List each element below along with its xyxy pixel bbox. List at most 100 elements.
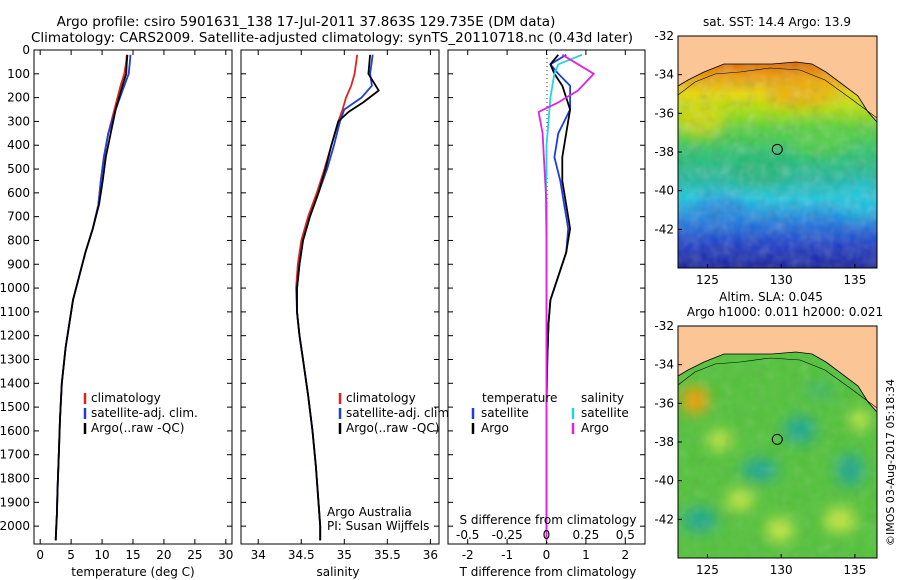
- map-y-tick-label: -32: [654, 29, 674, 43]
- argo-australia-label: Argo Australia: [327, 505, 412, 519]
- y-tick-label: 100: [7, 67, 30, 81]
- series-line-argo-raw-qc-: [54, 54, 129, 541]
- difference-legend: temperature salinity satelliteArgosatell…: [471, 391, 629, 435]
- y-tick-label: 400: [7, 138, 30, 152]
- map-y-tick-label: -34: [654, 68, 674, 82]
- y-tick-label: 1200: [0, 329, 30, 343]
- salinity-panel: 34 34.5 35 35.5 36 climatologysatellite-adj.…: [240, 49, 453, 579]
- y-tick-label: 1700: [0, 448, 30, 462]
- legend-label: climatology: [346, 391, 416, 405]
- x-tick-label: 0: [36, 548, 44, 562]
- x-tick-label: 35.5: [374, 548, 401, 562]
- x-tick-label: -1: [501, 548, 513, 562]
- y-tick-label: 1500: [0, 400, 30, 414]
- y-tick-label: 500: [7, 162, 30, 176]
- x-tick-label: -2: [462, 548, 474, 562]
- figure-title-line2: Climatology: CARS2009. Satellite-adjuste…: [31, 30, 633, 46]
- x-tick-label: 34: [251, 548, 266, 562]
- legend-label: satellite: [481, 406, 529, 420]
- map-y-tick-label: -36: [654, 396, 674, 410]
- map-y-tick-label: -40: [654, 474, 674, 488]
- x-tick-label: 34.5: [288, 548, 315, 562]
- top-tick-label: -0.25: [492, 528, 523, 542]
- legend-label: satellite: [581, 406, 629, 420]
- sla-map-axes: 125 130 135 -32 -34 -36 -38 -40 -42: [654, 319, 866, 577]
- sst-contour: [678, 67, 877, 119]
- x-tick-label: 2: [621, 548, 629, 562]
- x-tick-label: 20: [156, 548, 171, 562]
- sla-map-title-line1: Altim. SLA: 0.045: [719, 290, 823, 304]
- map-x-tick-label: 125: [696, 273, 719, 287]
- legend-label: Argo: [481, 421, 509, 435]
- map-y-tick-label: -40: [654, 184, 674, 198]
- salinity-series: [295, 54, 380, 541]
- y-tick-label: 600: [7, 186, 30, 200]
- salinity-xlabel: salinity: [316, 565, 359, 579]
- map-x-tick-label: 130: [770, 563, 793, 577]
- top-tick-label: 0.25: [573, 528, 600, 542]
- legend-label: climatology: [91, 391, 161, 405]
- x-tick-label: 10: [94, 548, 109, 562]
- map-x-tick-label: 125: [696, 563, 719, 577]
- sla-contour: [678, 357, 877, 409]
- pi-label: PI: Susan Wijffels: [327, 519, 429, 533]
- difference-panel: -2 -1 0 1 2 temperature salinity satelliteAr…: [447, 49, 646, 579]
- map-x-tick-label: 135: [843, 273, 866, 287]
- depth-axis: 0 100 200 300 400 500 600 700 800 900 1000 1100 1200…: [0, 43, 232, 533]
- y-tick-label: 1600: [0, 424, 30, 438]
- map-y-tick-label: -38: [654, 435, 674, 449]
- map-y-tick-label: -32: [654, 319, 674, 333]
- legend-label: satellite-adj. clim.: [91, 406, 198, 420]
- y-tick-label: 1300: [0, 352, 30, 366]
- temperature-xlabel: temperature (deg C): [71, 565, 194, 579]
- legend-label: Argo: [581, 421, 609, 435]
- legend-label: satellite-adj. clim.: [346, 406, 453, 420]
- map-y-tick-label: -38: [654, 145, 674, 159]
- difference-x-axis: -2 -1 0 1 2: [448, 49, 645, 562]
- map-y-tick-label: -42: [654, 512, 674, 526]
- legend-label: Argo(..raw -QC): [346, 421, 439, 435]
- sst-map-axes: 125 130 135 -32 -34 -36 -38 -40 -42: [654, 29, 866, 287]
- side-credit: ©IMOS 03-Aug-2017 05:18:34: [884, 379, 897, 546]
- map-x-tick-label: 135: [843, 563, 866, 577]
- temperature-panel: 0100200300400500600700800900100011001200…: [0, 43, 233, 579]
- x-tick-label: 0: [543, 548, 551, 562]
- x-tick-label: 36: [423, 548, 438, 562]
- map-y-tick-label: -42: [654, 222, 674, 236]
- sst-map: sat. SST: 14.4 Argo: 13.9 125 130 135 -32 -3…: [654, 15, 878, 287]
- y-tick-label: 1100: [0, 305, 30, 319]
- y-tick-label: 800: [7, 233, 30, 247]
- sla-land: [678, 326, 877, 413]
- sla-profile-marker: [771, 433, 783, 445]
- temperature-plot-frame: [33, 49, 233, 545]
- x-tick-label: 35: [337, 548, 352, 562]
- legend-salinity-title: salinity: [581, 391, 624, 405]
- map-y-tick-label: -34: [654, 358, 674, 372]
- map-x-tick-label: 130: [770, 273, 793, 287]
- x-tick-label: 30: [218, 548, 233, 562]
- x-tick-label: 15: [125, 548, 140, 562]
- figure-title-line1: Argo profile: csiro 5901631_138 17-Jul-2…: [57, 14, 556, 30]
- top-tick-label: 0: [543, 528, 551, 542]
- sst-map-title: sat. SST: 14.4 Argo: 13.9: [703, 15, 851, 29]
- y-tick-label: 1400: [0, 376, 30, 390]
- series-line-argo-raw-qc-: [296, 54, 380, 541]
- y-tick-label: 300: [7, 114, 30, 128]
- top-tick-label: -0.5: [456, 528, 479, 542]
- t-difference-label: T difference from climatology: [459, 565, 637, 579]
- salinity-x-axis: 34 34.5 35 35.5 36: [241, 49, 439, 562]
- x-tick-label: 25: [187, 548, 202, 562]
- map-y-tick-label: -36: [654, 106, 674, 120]
- y-tick-label: 900: [7, 257, 30, 271]
- y-tick-label: 1900: [0, 495, 30, 509]
- y-tick-label: 700: [7, 210, 30, 224]
- x-tick-label: 1: [582, 548, 590, 562]
- sst-land: [678, 36, 877, 123]
- top-tick-label: 0.5: [616, 528, 635, 542]
- series-line-s-argo: [537, 54, 595, 541]
- salinity-plot-frame: [240, 49, 440, 545]
- legend-temperature-title: temperature: [482, 391, 557, 405]
- y-tick-label: 1000: [0, 281, 30, 295]
